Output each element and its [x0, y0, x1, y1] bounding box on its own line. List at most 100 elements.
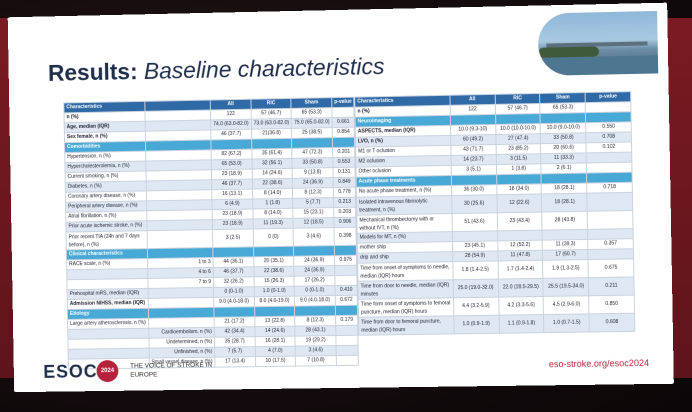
table-cell: 22.0 (18.5-29.5) — [498, 278, 544, 298]
table-cell: 73.0 (63.0-82.0) — [251, 118, 292, 130]
table-cell: 3 (4.6) — [295, 345, 337, 357]
photo-water — [538, 55, 659, 76]
table-cell: 17 (26.2) — [294, 275, 335, 287]
table-cell: 3 (4.6) — [293, 227, 335, 247]
table-cell: Time from door to needle, median (IQR) m… — [357, 279, 454, 300]
table-cell: 10.0 (9.0-10.0) — [540, 122, 587, 134]
table-cell — [212, 246, 254, 258]
table-cell: 75.0 (65.0-82.0) — [291, 117, 333, 129]
table-cell: 0.201 — [332, 147, 356, 158]
table-cell: 8.0 (4.0-19.0) — [254, 296, 295, 307]
table-cell: 17 (13.4) — [214, 356, 256, 368]
presentation-slide: Results: Baseline characteristics Charac… — [7, 2, 674, 393]
table-cell: Large artery atherosclerosis, n (%) — [67, 318, 149, 330]
table-cell: 0.850 — [589, 295, 635, 314]
table-cell — [587, 210, 634, 230]
table-cell: Time from door to femoral puncture, medi… — [358, 315, 454, 336]
table-cell: Prehospital mRS, median (IQR) — [67, 288, 148, 300]
table-cell: 0.608 — [589, 313, 635, 332]
table-cell: Time form onset of symptoms to femoral p… — [358, 297, 454, 318]
table-cell — [588, 248, 634, 260]
table-cell: 3 (2.5) — [212, 228, 254, 248]
table-cell: 1 (1.8) — [252, 198, 294, 209]
table-cell: 1.7 (1.4-2.4) — [497, 260, 544, 280]
table-cell: 7 (5.7) — [214, 346, 256, 358]
table-cell — [254, 306, 295, 317]
table-cell — [335, 305, 358, 316]
table-cell: 1.9 (1.3-2.5) — [542, 259, 589, 279]
table-cell: 42 (34.4) — [214, 326, 255, 338]
table-cell: 22 (38.6) — [253, 266, 295, 277]
table-cell: 0.849 — [333, 177, 356, 188]
table-cell: Prior recent TIA (24h and 7 days before)… — [66, 230, 148, 250]
table-cell: 1.0 (0.9-1.9) — [453, 315, 499, 334]
table-cell: Unfinished, n (%) — [148, 347, 215, 359]
table-cell: 0 (0) — [252, 228, 294, 247]
table-cell — [587, 192, 633, 212]
conference-url: eso-stroke.org/esoc2024 — [548, 357, 650, 370]
table-cell: Mechanical thrombectomy with or without … — [356, 213, 452, 234]
table-cell: 1.1 (0.9-1.8) — [498, 314, 545, 334]
table-cell: 30 (25.6) — [451, 194, 497, 214]
esoc-logo: ESOC — [43, 361, 98, 382]
table-cell — [335, 325, 359, 336]
table-cell: 12 (18.5) — [293, 217, 334, 229]
table-cell: Time from onset of symptoms to needle, m… — [357, 261, 453, 282]
table-cell — [334, 245, 357, 256]
table-row: Time from door to femoral puncture, medi… — [358, 313, 635, 336]
baseline-table-right: Characteristics All RIC Sham p-value n (%) 122… — [354, 91, 635, 336]
table-cell — [294, 305, 336, 317]
table-cell: 0 (0-1.0) — [294, 285, 336, 297]
table-cell: 9.0 (4.0-18.0) — [213, 296, 255, 308]
table-cell: 23 (18.9) — [212, 218, 253, 230]
table-cell: 14 (24.6) — [254, 326, 296, 337]
slide-title-italic: Baseline characteristics — [143, 53, 385, 84]
table-cell: 0.398 — [333, 227, 357, 246]
table-cell: 4 (7.0) — [255, 346, 296, 357]
table-cell — [293, 245, 335, 257]
table-cell: 21 (17.2) — [214, 316, 255, 328]
table-cell: 0.661 — [331, 117, 355, 128]
table-cell — [331, 107, 355, 118]
table-cell: 24 (36.9) — [294, 265, 335, 277]
table-cell: 25.0 (19.0-32.0) — [452, 279, 499, 298]
table-cell: 23 (43.4) — [496, 212, 543, 231]
table-cell: p-value — [331, 97, 355, 108]
table-cell: 44 (36.1) — [213, 256, 254, 268]
table-cell — [334, 275, 358, 286]
table-cell: 35 (28.7) — [214, 336, 256, 348]
table-cell: 8 (14.0) — [252, 208, 294, 219]
table-cell — [335, 345, 359, 356]
table-cell: Isolated intravenous fibrinolytic treatm… — [356, 195, 452, 216]
table-cell: 51 (43.6) — [451, 212, 498, 232]
table-cell: 74.0 (63.0-82.0) — [210, 119, 252, 130]
table-cell: 16 (28.1) — [254, 336, 296, 347]
table-cell: Undetermined, n (%) — [148, 337, 215, 349]
table-cell — [332, 137, 356, 148]
city-photo-image — [537, 10, 659, 76]
table-cell: 0.906 — [333, 217, 357, 228]
table-cell: 18 (28.1) — [541, 193, 588, 213]
table-cell: 1.8 (1.4-2.5) — [452, 260, 499, 280]
slide-title-main: Results: — [47, 58, 138, 86]
table-cell: 4.2 (3.3-5.6) — [498, 296, 544, 316]
table-cell: 1.0 (0.7-1.5) — [543, 313, 590, 333]
table-cell: 25.5 (19.5-34.0) — [543, 277, 590, 297]
table-cell: Cardioembolism, n (%) — [148, 327, 215, 339]
table-cell: 19 (29.2) — [295, 335, 336, 347]
table-cell: 0.203 — [333, 207, 357, 218]
table-cell: 0.179 — [335, 315, 359, 326]
table-cell: 8 (12.3) — [294, 315, 336, 327]
table-cell — [253, 246, 294, 257]
table-cell: Admission NIHSS, median (IQR) — [67, 298, 149, 310]
table-cell: 0.357 — [588, 238, 634, 250]
table-cell: 4 to 6 — [147, 267, 214, 279]
year-badge: 2024 — [96, 359, 119, 383]
table-cell — [334, 265, 358, 276]
table-cell: 0 (0-1.0) — [213, 286, 255, 298]
tagline: THE VOICE OF STROKE IN EUROPE — [130, 361, 213, 379]
table-cell: 4.5 (2.9-6.0) — [543, 295, 590, 315]
table-cell — [335, 335, 359, 346]
table-cell — [336, 355, 359, 366]
table-cell — [213, 306, 255, 318]
